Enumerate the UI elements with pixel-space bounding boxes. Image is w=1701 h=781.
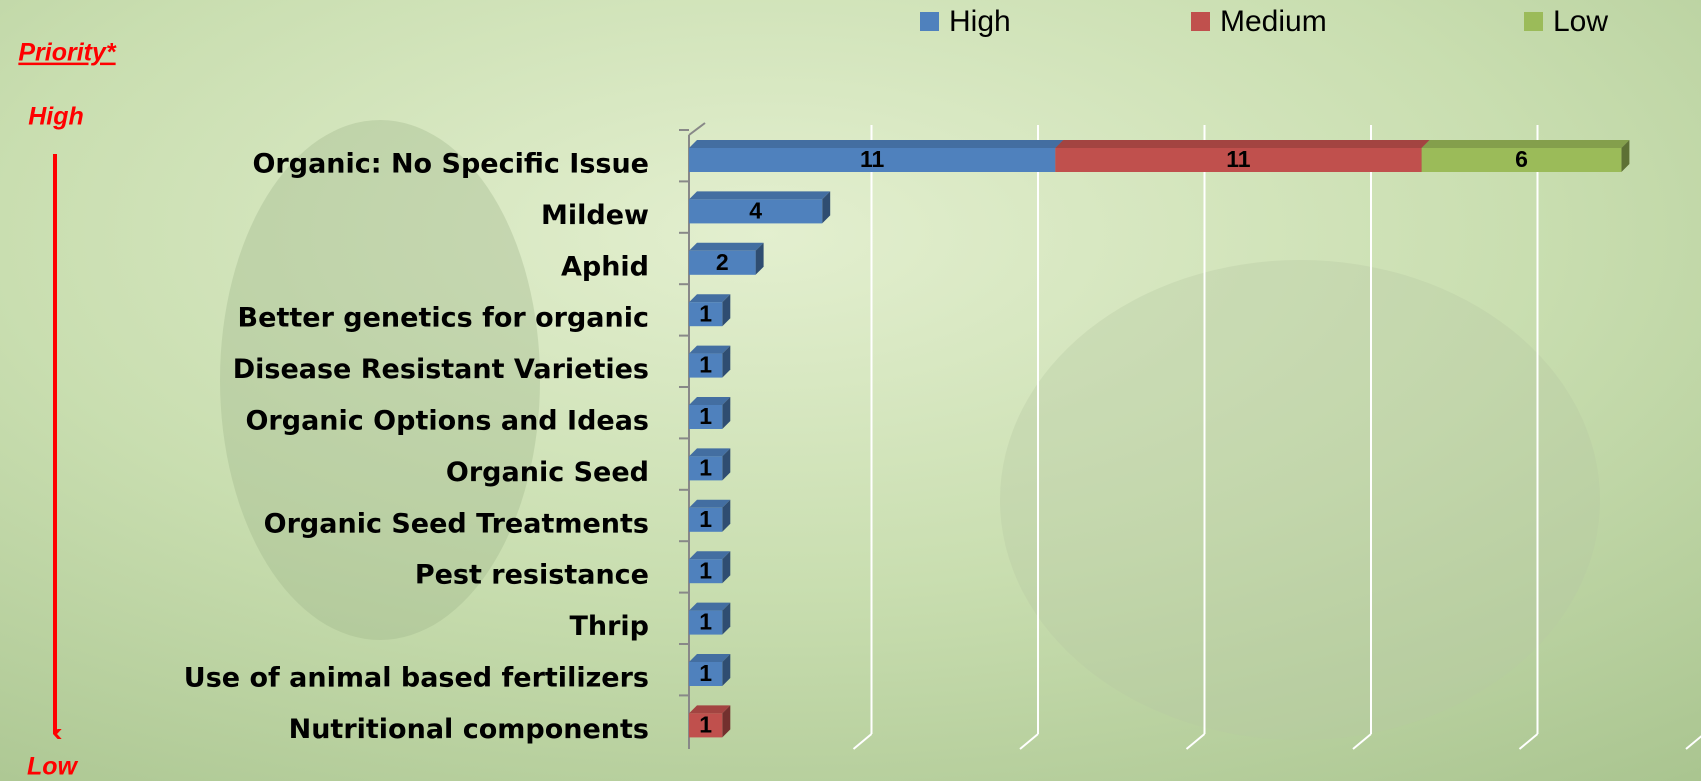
- bar: [1421, 148, 1622, 172]
- bar: [689, 148, 1056, 172]
- background-blur: [1000, 260, 1600, 740]
- data-label: 2: [716, 249, 729, 275]
- bar-top: [689, 448, 731, 457]
- category-label: Mildew: [541, 200, 649, 231]
- bar-top: [689, 140, 1064, 148]
- bar-top: [689, 705, 731, 714]
- bar: [689, 405, 723, 429]
- data-label: 1: [699, 609, 712, 635]
- bar-side: [722, 448, 731, 481]
- bar-side: [822, 191, 831, 224]
- legend-swatch: [1524, 12, 1543, 31]
- grid-line-depth: [1518, 733, 1539, 750]
- bar-side: [722, 551, 731, 584]
- bar-top: [689, 654, 731, 662]
- bar: [689, 199, 823, 224]
- category-label: Use of animal based fertilizers: [184, 663, 649, 694]
- category-label: Thrip: [569, 611, 649, 642]
- bar-top: [689, 345, 731, 354]
- bar: [689, 662, 723, 686]
- bar-top: [1421, 140, 1630, 148]
- bar: [689, 353, 723, 378]
- bar-side: [722, 397, 731, 429]
- legend-label: Low: [1553, 5, 1608, 38]
- data-label: 1: [699, 711, 712, 737]
- category-label: Organic Seed Treatments: [264, 508, 649, 539]
- bar-side: [755, 242, 764, 275]
- bar: [689, 250, 756, 275]
- bar-side: [722, 602, 731, 635]
- grid-line-depth: [1685, 735, 1701, 750]
- bar-top: [689, 242, 764, 251]
- bar-top: [689, 397, 731, 405]
- category-label: Disease Resistant Varieties: [233, 354, 649, 385]
- annotation: Low: [27, 753, 79, 781]
- bar: [689, 559, 723, 584]
- category-label: Organic: No Specific Issue: [252, 149, 649, 180]
- data-label: 1: [699, 300, 712, 326]
- data-label: 4: [749, 197, 762, 223]
- bar: [689, 507, 723, 532]
- grid-line-depth: [1019, 733, 1039, 750]
- bar-side: [722, 654, 731, 686]
- bar-top: [689, 191, 831, 200]
- bar: [689, 302, 723, 327]
- annotation: High: [28, 103, 84, 131]
- legend-label: Medium: [1220, 5, 1327, 38]
- bar-side: [1621, 140, 1630, 172]
- bar-top: [689, 551, 731, 560]
- bar-side: [722, 345, 731, 378]
- legend-swatch: [1191, 12, 1210, 31]
- bar: [689, 610, 723, 635]
- data-label: 1: [699, 660, 712, 686]
- category-label: Organic Seed: [446, 457, 649, 488]
- axis-line-depth: [688, 122, 706, 136]
- bar-top: [1055, 140, 1430, 148]
- data-label: 6: [1515, 146, 1528, 172]
- data-label: 11: [860, 146, 885, 172]
- category-label: Nutritional components: [289, 714, 649, 745]
- bar: [689, 456, 723, 481]
- data-label: 1: [699, 506, 712, 532]
- category-label: Better genetics for organic: [238, 303, 649, 334]
- annotation: Priority*: [18, 39, 117, 67]
- bar: [689, 713, 723, 738]
- bar-top: [689, 499, 731, 508]
- category-label: Pest resistance: [415, 560, 649, 591]
- bar-side: [722, 499, 731, 532]
- legend-label: High: [949, 5, 1011, 38]
- bar-top: [689, 294, 731, 303]
- grid-line-depth: [1352, 733, 1372, 750]
- grid-line-depth: [852, 733, 873, 750]
- data-label: 1: [699, 403, 712, 429]
- data-label: 1: [699, 352, 712, 378]
- data-label: 1: [699, 454, 712, 480]
- bar-side: [722, 294, 731, 327]
- category-label: Organic Options and Ideas: [245, 406, 649, 437]
- bar-top: [689, 602, 731, 611]
- category-label: Aphid: [561, 251, 649, 282]
- legend-swatch: [920, 12, 939, 31]
- grid-line-depth: [1185, 733, 1206, 750]
- bar: [1055, 148, 1422, 172]
- data-label: 1: [699, 557, 712, 583]
- bar-side: [722, 705, 731, 738]
- data-label: 11: [1226, 146, 1251, 172]
- background-blur: [220, 120, 540, 640]
